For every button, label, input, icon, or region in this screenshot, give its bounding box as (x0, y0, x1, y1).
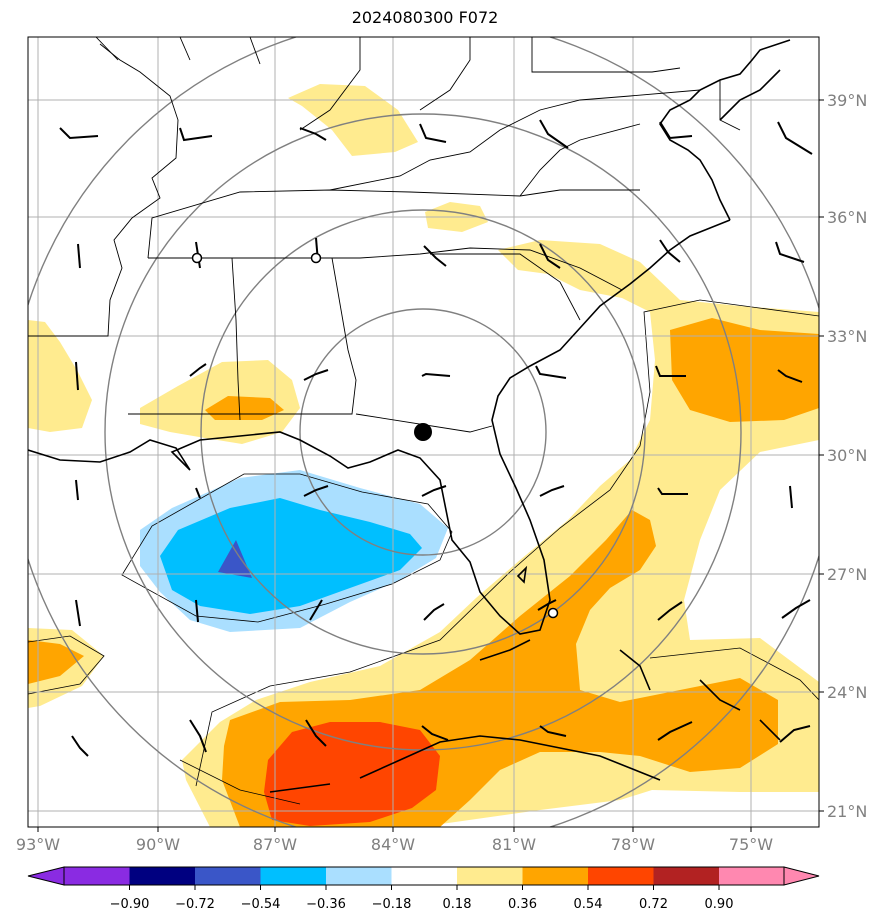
colorbar-segment (129, 867, 195, 885)
colorbar: −0.90 −0.72 −0.54 −0.36 −0.18 0.18 0.36 … (27, 866, 820, 912)
lon-label: 87°W (253, 835, 297, 854)
colorbar-segment (195, 867, 261, 885)
coastlines (28, 39, 791, 793)
colorbar-tick-label: 0.72 (639, 897, 668, 912)
colorbar-arrow-high (783, 866, 820, 886)
colorbar-arrow-low (27, 866, 65, 886)
ring-marker (310, 252, 322, 264)
lat-label: 39°N (827, 91, 867, 110)
axis-ticks (37, 99, 824, 832)
lat-label: 24°N (827, 683, 867, 702)
contour-blue-gulf (160, 498, 422, 614)
colorbar-tick-label: −0.72 (175, 897, 215, 912)
lon-label: 75°W (729, 835, 773, 854)
contour-yellow-atlantic (182, 240, 819, 827)
latitude-labels: 39°N 36°N 33°N 30°N 27°N 24°N 21°N (827, 91, 867, 821)
colorbar-tick-label: 0.36 (508, 897, 537, 912)
colorbar-segment (326, 867, 392, 885)
contour-lines (28, 299, 819, 805)
map-title: 2024080300 F072 (351, 8, 499, 27)
lat-label: 36°N (827, 208, 867, 227)
colorbar-tick-label: 0.18 (443, 897, 472, 912)
lon-label: 84°W (371, 835, 415, 854)
map-area (28, 37, 819, 827)
lat-label: 33°N (827, 327, 867, 346)
lon-label: 81°W (492, 835, 536, 854)
contour-yellow-north (288, 84, 418, 156)
colorbar-segment (719, 867, 784, 885)
ring-marker (191, 252, 203, 264)
lat-label: 30°N (827, 446, 867, 465)
contour-orange-ne (670, 318, 819, 422)
contour-yellow-west (28, 320, 92, 432)
colorbar-tick-label: 0.90 (705, 897, 734, 912)
lon-label: 78°W (611, 835, 655, 854)
colorbar-frame (63, 866, 785, 886)
ring-marker (547, 607, 559, 619)
longitude-labels: 93°W 90°W 87°W 84°W 81°W 78°W 75°W (16, 835, 773, 854)
map-frame (27, 36, 820, 828)
colorbar-tick-label: −0.90 (110, 897, 150, 912)
field-contours (28, 84, 819, 827)
lat-label: 21°N (827, 802, 867, 821)
colorbar-tick-label: −0.36 (306, 897, 346, 912)
contour-red-cuba (264, 722, 440, 826)
lon-label: 90°W (136, 835, 180, 854)
wind-barbs (59, 119, 813, 757)
colorbar-tick-label: −0.54 (241, 897, 281, 912)
center-marker (414, 423, 432, 441)
colorbar-segment (391, 867, 457, 885)
colorbar-segment (522, 867, 588, 885)
colorbar-tick-label: 0.54 (574, 897, 603, 912)
contour-darkblue-gulf (218, 540, 252, 578)
lat-label: 27°N (827, 565, 867, 584)
colorbar-tick-label: −0.18 (372, 897, 412, 912)
colorbar-segment (260, 867, 326, 885)
colorbar-segment (64, 867, 130, 885)
colorbar-segment (653, 867, 719, 885)
colorbar-segment (588, 867, 654, 885)
state-borders (28, 37, 741, 433)
lon-label: 93°W (16, 835, 60, 854)
colorbar-segment (457, 867, 523, 885)
station-markers (191, 252, 559, 619)
